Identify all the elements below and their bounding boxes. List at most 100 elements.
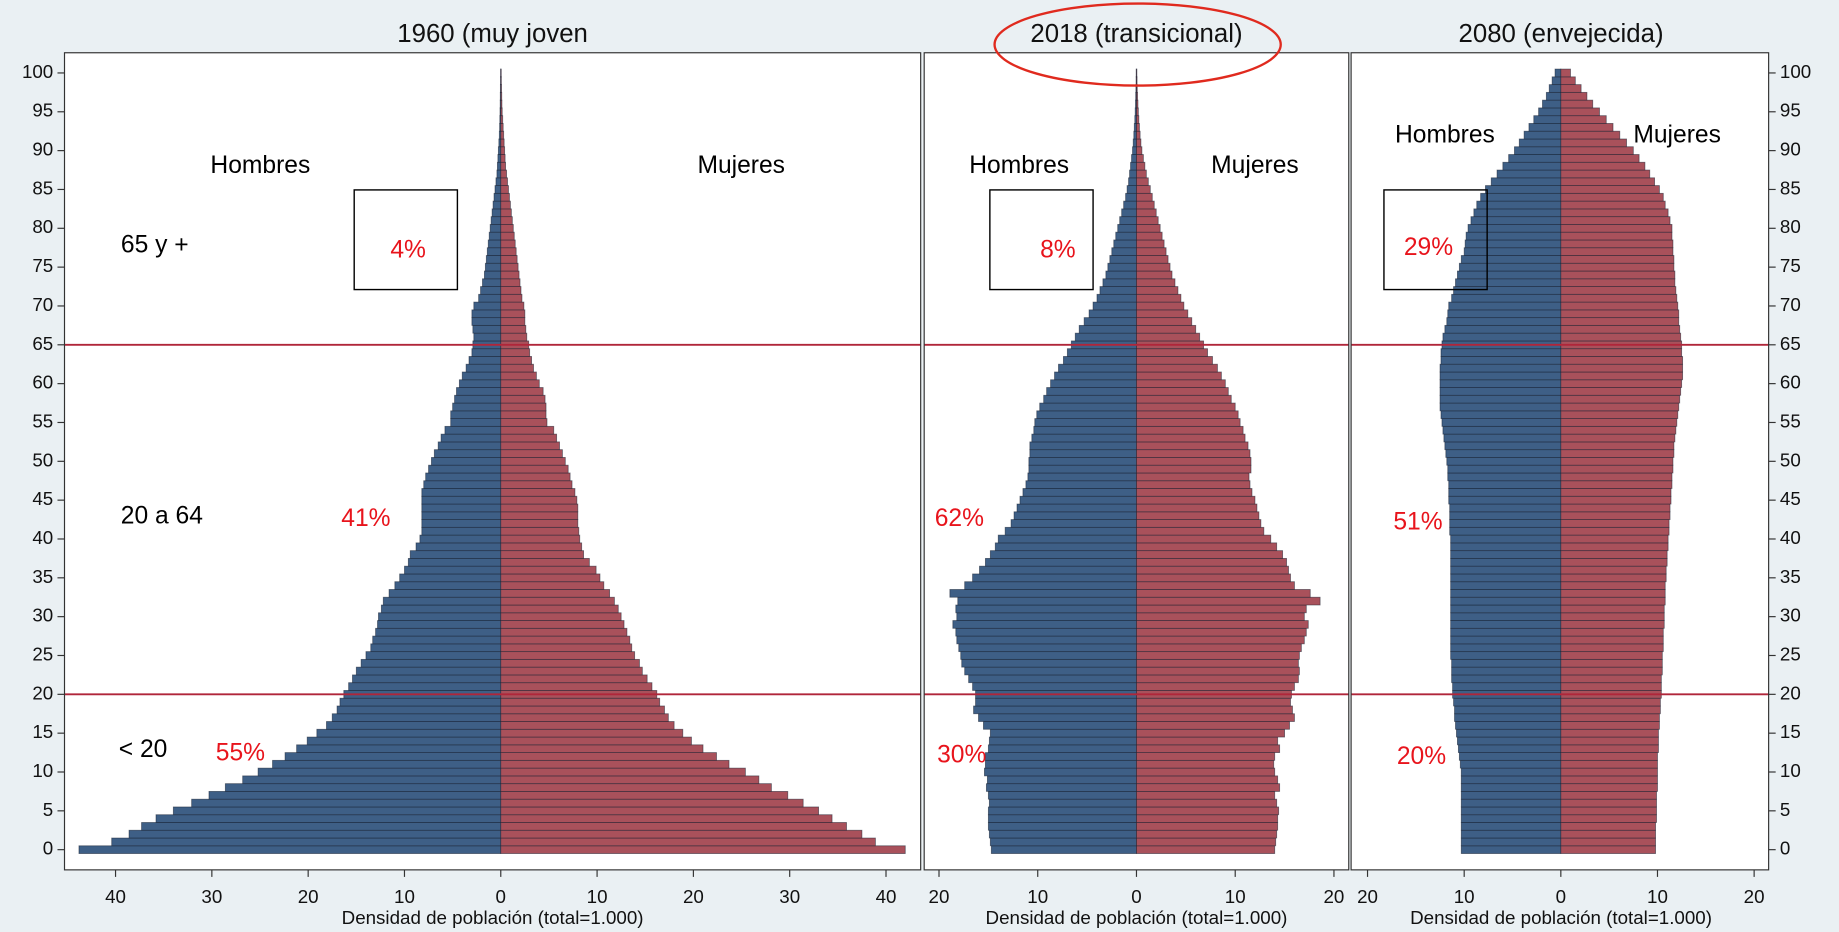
bar — [1136, 371, 1222, 381]
bar — [1136, 301, 1185, 311]
bar — [352, 674, 502, 684]
bar — [421, 495, 502, 505]
bar — [500, 658, 640, 668]
bar — [1560, 425, 1677, 435]
bar — [955, 604, 1137, 614]
bar — [1508, 154, 1562, 163]
x-axis-label: Densidad de población (total=1.000) — [342, 907, 644, 928]
x-tick-label: 10 — [394, 886, 415, 907]
bar — [1448, 488, 1562, 497]
bar — [473, 301, 502, 311]
series-label: Mujeres — [697, 152, 785, 179]
bar — [1560, 301, 1679, 311]
bar — [1039, 402, 1137, 412]
bar — [421, 519, 502, 528]
highlight-box — [989, 189, 1094, 291]
bar — [1449, 511, 1562, 520]
bar — [496, 161, 502, 171]
bar — [1528, 123, 1562, 132]
bar — [431, 457, 502, 466]
bar — [1454, 713, 1562, 722]
y-tick-label: 40 — [1780, 527, 1801, 548]
bar — [500, 247, 517, 256]
bar — [191, 798, 502, 808]
bar — [1050, 379, 1137, 388]
bar — [1136, 348, 1208, 357]
bar — [1560, 449, 1675, 458]
bar — [1136, 651, 1300, 660]
bar — [1136, 293, 1182, 303]
y-tick-label: 100 — [1780, 61, 1811, 82]
bar — [985, 783, 1137, 792]
bar — [975, 697, 1137, 707]
bar — [242, 775, 502, 785]
bar — [1043, 394, 1137, 404]
bar — [1560, 565, 1667, 575]
bar — [500, 76, 502, 86]
bar — [370, 643, 502, 653]
series-label: Mujeres — [1633, 121, 1721, 148]
bar — [1560, 441, 1675, 451]
bar — [1560, 161, 1646, 171]
bar — [500, 542, 583, 552]
bar — [1560, 247, 1674, 256]
bar — [500, 837, 876, 847]
bar — [1136, 728, 1285, 738]
bar — [1136, 783, 1281, 792]
bar — [1444, 441, 1562, 451]
bar — [1560, 488, 1672, 497]
bar — [500, 728, 684, 738]
bar — [979, 565, 1137, 575]
bar — [1136, 255, 1169, 264]
bar — [500, 239, 516, 249]
bar — [500, 495, 578, 505]
bar — [1136, 115, 1140, 124]
bar — [1560, 348, 1683, 357]
bar — [1439, 394, 1562, 404]
y-tick-label: 50 — [32, 449, 53, 470]
bar — [500, 177, 508, 186]
bar — [1451, 674, 1562, 684]
bar — [1136, 822, 1279, 831]
bar — [1560, 666, 1663, 676]
bar — [433, 449, 502, 458]
bar — [1131, 154, 1137, 163]
bar — [388, 589, 502, 598]
bar — [1465, 231, 1562, 241]
bar — [500, 697, 661, 707]
bar — [1454, 705, 1562, 715]
bar — [1105, 270, 1137, 280]
bar — [1457, 744, 1562, 753]
bar — [500, 783, 772, 792]
y-tick-label: 85 — [1780, 177, 1801, 198]
bar — [500, 713, 669, 722]
y-tick-label: 45 — [32, 488, 53, 509]
bar — [1126, 185, 1137, 194]
bar — [500, 526, 580, 536]
bar — [1560, 332, 1682, 342]
bar — [1560, 503, 1671, 513]
bar — [1560, 123, 1614, 132]
bar — [1136, 441, 1249, 451]
bar — [1136, 123, 1140, 132]
bar — [1560, 433, 1676, 443]
bar — [1490, 177, 1562, 186]
bar — [1460, 845, 1562, 854]
bar — [444, 425, 502, 435]
bar — [471, 309, 502, 319]
bar — [1136, 682, 1295, 691]
bar — [1058, 363, 1137, 373]
bar — [1062, 356, 1137, 365]
bar — [1439, 371, 1562, 381]
bar — [421, 526, 502, 536]
x-tick-label: 20 — [683, 886, 704, 907]
bar — [1560, 705, 1661, 715]
bar — [78, 845, 502, 854]
bar — [1560, 721, 1660, 730]
bar — [1560, 76, 1576, 86]
bar — [1449, 519, 1562, 528]
bar — [399, 573, 502, 583]
bar — [1560, 472, 1673, 482]
bar — [1450, 534, 1562, 544]
bar — [1442, 425, 1562, 435]
